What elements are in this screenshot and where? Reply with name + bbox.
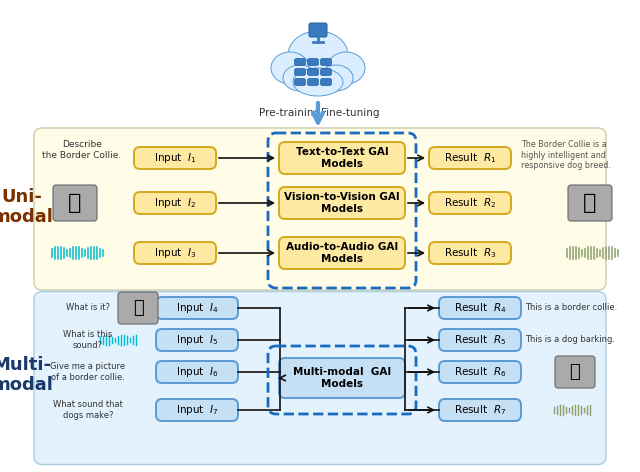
FancyBboxPatch shape xyxy=(134,242,216,264)
Text: Result  $R_5$: Result $R_5$ xyxy=(454,333,506,347)
Text: 🐕: 🐕 xyxy=(132,299,143,317)
FancyBboxPatch shape xyxy=(156,399,238,421)
Text: Input  $I_1$: Input $I_1$ xyxy=(154,151,196,165)
FancyBboxPatch shape xyxy=(134,147,216,169)
FancyBboxPatch shape xyxy=(279,142,405,174)
Text: 🐕: 🐕 xyxy=(583,193,596,213)
FancyBboxPatch shape xyxy=(568,185,612,221)
FancyBboxPatch shape xyxy=(34,128,606,290)
Text: Result  $R_3$: Result $R_3$ xyxy=(444,246,496,260)
Text: Input  $I_3$: Input $I_3$ xyxy=(154,246,196,260)
FancyBboxPatch shape xyxy=(439,361,521,383)
Text: Input  $I_4$: Input $I_4$ xyxy=(175,301,218,315)
Ellipse shape xyxy=(319,65,353,91)
Ellipse shape xyxy=(293,68,343,96)
Text: Result  $R_6$: Result $R_6$ xyxy=(454,365,506,379)
FancyBboxPatch shape xyxy=(156,297,238,319)
FancyBboxPatch shape xyxy=(34,292,606,464)
Text: Pre-training: Pre-training xyxy=(259,108,321,118)
Text: Result  $R_1$: Result $R_1$ xyxy=(444,151,496,165)
FancyBboxPatch shape xyxy=(307,68,319,76)
Text: Input  $I_5$: Input $I_5$ xyxy=(176,333,218,347)
Text: Describe
the Border Collie.: Describe the Border Collie. xyxy=(42,140,122,160)
Text: Vision-to-Vision GAI
Models: Vision-to-Vision GAI Models xyxy=(284,192,400,214)
FancyBboxPatch shape xyxy=(134,192,216,214)
Text: Give me a picture
of a border collie.: Give me a picture of a border collie. xyxy=(51,362,125,382)
FancyBboxPatch shape xyxy=(294,78,305,85)
Text: What is it?: What is it? xyxy=(66,303,110,312)
FancyBboxPatch shape xyxy=(307,59,319,66)
FancyBboxPatch shape xyxy=(555,356,595,388)
Text: This is a border collie.: This is a border collie. xyxy=(525,303,617,312)
Ellipse shape xyxy=(288,31,348,79)
FancyBboxPatch shape xyxy=(307,78,319,85)
Text: 🐕: 🐕 xyxy=(68,193,82,213)
Text: Multi-
modal: Multi- modal xyxy=(0,355,53,395)
FancyBboxPatch shape xyxy=(118,292,158,324)
FancyBboxPatch shape xyxy=(321,78,332,85)
FancyBboxPatch shape xyxy=(279,187,405,219)
FancyBboxPatch shape xyxy=(156,361,238,383)
Text: Fine-tuning: Fine-tuning xyxy=(321,108,380,118)
FancyBboxPatch shape xyxy=(294,59,305,66)
Text: What sound that
dogs make?: What sound that dogs make? xyxy=(53,400,123,420)
FancyBboxPatch shape xyxy=(439,329,521,351)
FancyBboxPatch shape xyxy=(321,59,332,66)
FancyBboxPatch shape xyxy=(429,192,511,214)
FancyBboxPatch shape xyxy=(439,399,521,421)
Text: Result  $R_4$: Result $R_4$ xyxy=(454,301,506,315)
Text: Input  $I_6$: Input $I_6$ xyxy=(175,365,218,379)
Text: 🐕: 🐕 xyxy=(570,363,580,381)
Text: Input  $I_7$: Input $I_7$ xyxy=(176,403,218,417)
Text: Result  $R_2$: Result $R_2$ xyxy=(444,196,496,210)
Text: This is a dog barking.: This is a dog barking. xyxy=(525,336,615,345)
FancyBboxPatch shape xyxy=(53,185,97,221)
FancyBboxPatch shape xyxy=(429,147,511,169)
FancyBboxPatch shape xyxy=(309,23,327,37)
Ellipse shape xyxy=(271,52,309,84)
Text: What is this
sound?: What is this sound? xyxy=(63,330,113,350)
FancyBboxPatch shape xyxy=(156,329,238,351)
Text: The Border Collie is a
highly intelligent and
responsive dog breed.: The Border Collie is a highly intelligen… xyxy=(521,140,611,170)
FancyBboxPatch shape xyxy=(321,68,332,76)
FancyBboxPatch shape xyxy=(294,68,305,76)
FancyBboxPatch shape xyxy=(429,242,511,264)
FancyBboxPatch shape xyxy=(279,237,405,269)
FancyBboxPatch shape xyxy=(439,297,521,319)
Text: Audio-to-Audio GAI
Models: Audio-to-Audio GAI Models xyxy=(286,242,398,264)
FancyBboxPatch shape xyxy=(279,358,405,398)
Ellipse shape xyxy=(283,65,317,91)
Text: Result  $R_7$: Result $R_7$ xyxy=(454,403,506,417)
Ellipse shape xyxy=(327,52,365,84)
Text: Multi-modal  GAI
Models: Multi-modal GAI Models xyxy=(293,367,391,389)
Text: Input  $I_2$: Input $I_2$ xyxy=(154,196,196,210)
Text: Uni-
modal: Uni- modal xyxy=(0,187,53,227)
Text: Text-to-Text GAI
Models: Text-to-Text GAI Models xyxy=(296,147,388,169)
